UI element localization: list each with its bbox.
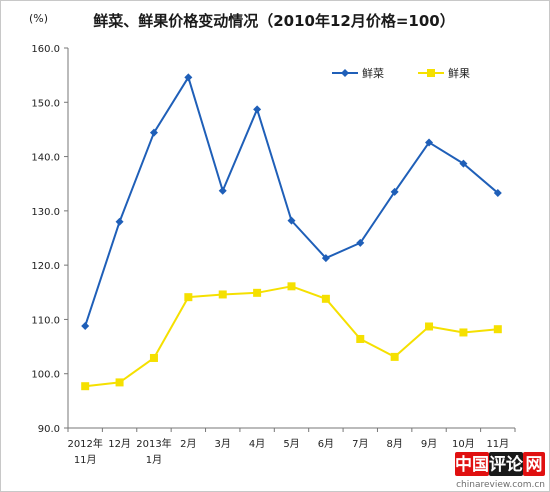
watermark-text-3: 网 bbox=[526, 455, 543, 475]
y-tick-label: 150.0 bbox=[31, 98, 60, 109]
y-tick-label: 90.0 bbox=[38, 424, 60, 435]
legend-marker-vegetables bbox=[341, 69, 349, 77]
data-point-vegetables bbox=[356, 238, 365, 247]
data-point-vegetables bbox=[81, 321, 90, 330]
data-point-vegetables bbox=[218, 186, 227, 195]
y-tick-label: 130.0 bbox=[31, 207, 60, 218]
data-point-fruits bbox=[149, 353, 158, 362]
y-unit-label: (%) bbox=[29, 12, 48, 25]
x-tick-label: 4月 bbox=[249, 438, 265, 450]
legend-label-vegetables: 鲜菜 bbox=[362, 66, 384, 80]
watermark-box-2 bbox=[489, 452, 523, 476]
watermark-text-2: 评论 bbox=[489, 454, 524, 475]
data-point-vegetables bbox=[321, 254, 330, 263]
site-watermark: 中国 评论 网 chinareview.com.cn bbox=[455, 452, 545, 490]
data-point-vegetables bbox=[253, 105, 262, 114]
data-point-vegetables bbox=[184, 73, 193, 82]
watermark-box-3 bbox=[523, 452, 545, 476]
x-tick-label: 2月 bbox=[180, 438, 196, 450]
watermark-box-1 bbox=[455, 452, 489, 476]
x-tick-label: 3月 bbox=[215, 438, 231, 450]
data-point-vegetables bbox=[493, 188, 502, 197]
y-tick-labels: 90.0 100.0 110.0 120.0 130.0 140.0 150.0 160.0 bbox=[31, 44, 60, 435]
data-point-vegetables bbox=[390, 187, 399, 196]
data-point-fruits bbox=[459, 328, 468, 337]
x-tick-labels: 2012年 11月 12月 2013年 1月 2月 3月 4月 5月 6月 7月 8月 9月 10月 11月 bbox=[67, 437, 509, 466]
data-point-vegetables bbox=[459, 159, 468, 168]
data-point-fruits bbox=[287, 282, 296, 291]
y-tick-label: 120.0 bbox=[31, 261, 60, 272]
y-tick-label: 100.0 bbox=[31, 370, 60, 381]
x-tick-label: 11月 bbox=[486, 438, 509, 450]
data-point-fruits bbox=[218, 290, 227, 299]
data-point-vegetables bbox=[425, 138, 434, 147]
legend-label-fruits: 鲜果 bbox=[448, 66, 470, 80]
series-layer bbox=[81, 73, 502, 391]
data-point-fruits bbox=[81, 382, 90, 391]
x-tick-label: 11月 bbox=[74, 454, 97, 466]
x-tick-label: 2012年 bbox=[67, 437, 102, 450]
legend-item-vegetables: 鲜菜 bbox=[332, 66, 384, 80]
y-tick-label: 140.0 bbox=[31, 153, 60, 164]
legend: 鲜菜 鲜果 bbox=[332, 66, 470, 80]
legend-marker-fruits bbox=[427, 69, 435, 77]
x-tick-label: 8月 bbox=[386, 438, 402, 450]
data-point-vegetables bbox=[287, 216, 296, 225]
x-tick-label: 9月 bbox=[421, 438, 437, 450]
data-point-fruits bbox=[356, 334, 365, 343]
series-line-fruits bbox=[85, 285, 498, 388]
watermark-text-1: 中国 bbox=[455, 454, 489, 475]
data-point-vegetables bbox=[149, 128, 158, 137]
data-point-fruits bbox=[390, 352, 399, 361]
data-point-fruits bbox=[321, 294, 330, 303]
x-tick-label: 2013年 bbox=[136, 437, 171, 450]
data-point-fruits bbox=[493, 325, 502, 334]
x-tick-label: 6月 bbox=[318, 438, 334, 450]
data-point-fruits bbox=[184, 293, 193, 302]
legend-item-fruits: 鲜果 bbox=[418, 66, 470, 80]
data-point-fruits bbox=[425, 322, 434, 331]
y-tick-label: 160.0 bbox=[31, 44, 60, 55]
data-point-fruits bbox=[115, 378, 124, 387]
chart-title: 鲜菜、鲜果价格变动情况（2010年12月价格=100） bbox=[93, 12, 455, 30]
data-point-fruits bbox=[253, 288, 262, 297]
x-tick-label: 10月 bbox=[452, 438, 475, 450]
x-tick-label: 12月 bbox=[108, 438, 131, 450]
watermark-url: chinareview.com.cn bbox=[456, 480, 545, 490]
x-tick-label: 5月 bbox=[283, 438, 299, 450]
x-tick-label: 1月 bbox=[146, 454, 162, 466]
x-tick-label: 7月 bbox=[352, 438, 368, 450]
axes bbox=[64, 47, 516, 432]
y-tick-label: 110.0 bbox=[31, 315, 60, 326]
data-point-vegetables bbox=[115, 217, 124, 226]
